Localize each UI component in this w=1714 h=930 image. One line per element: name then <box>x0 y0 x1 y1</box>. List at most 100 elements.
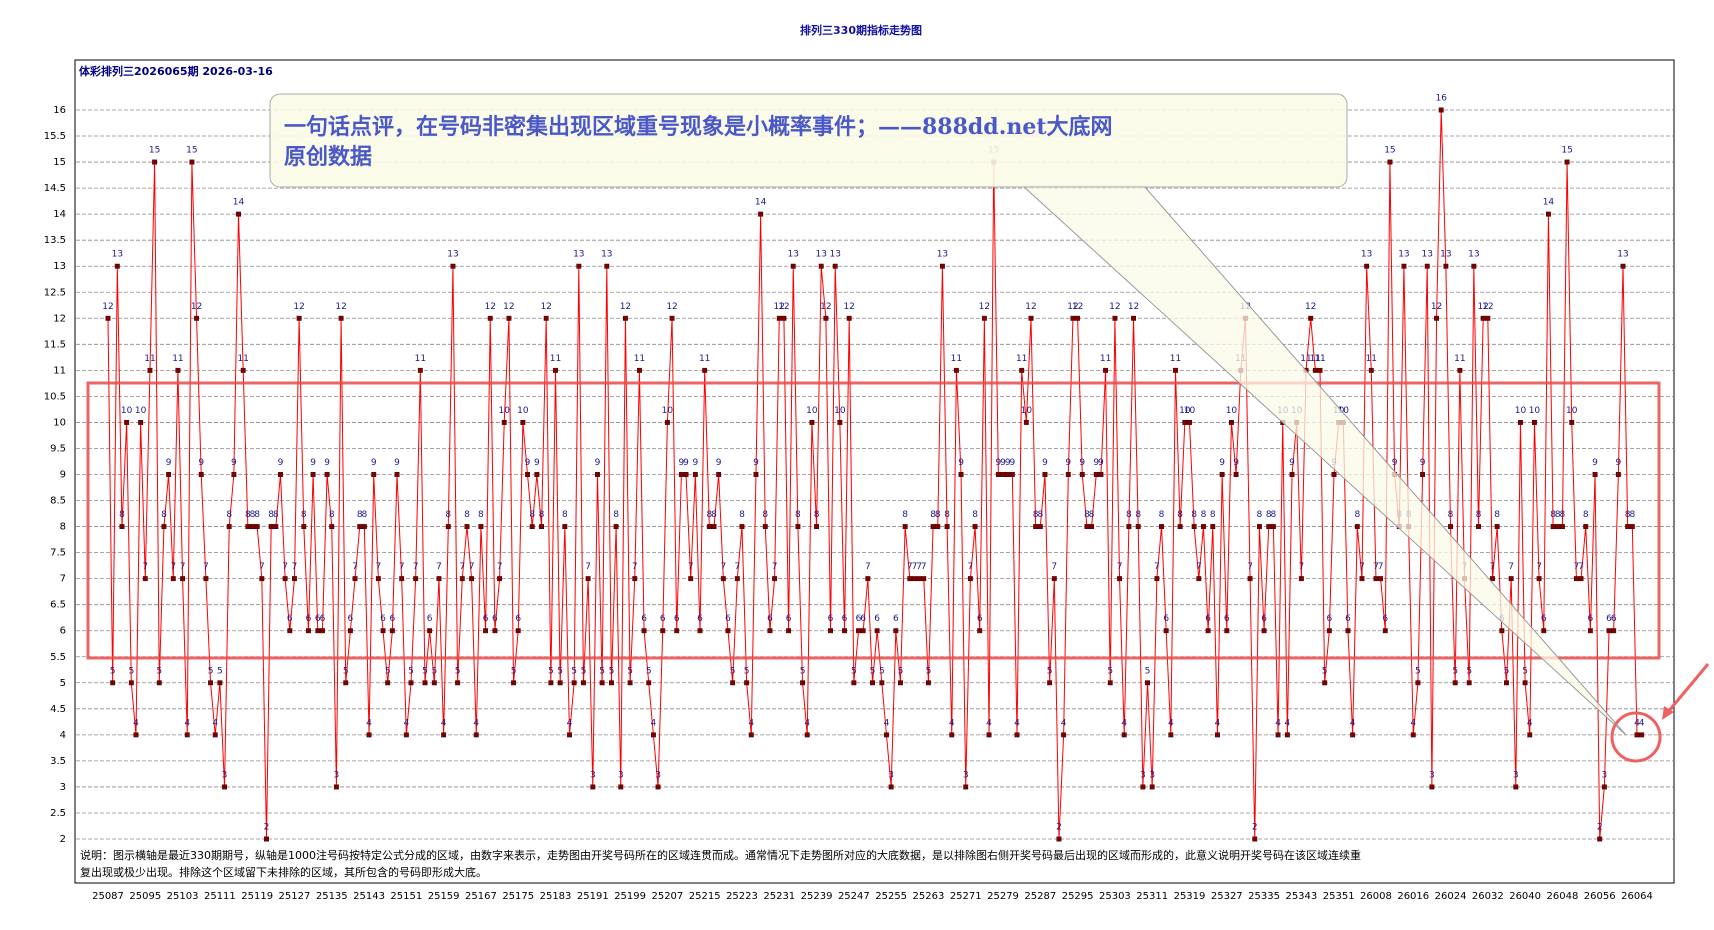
point-label: 4 <box>1275 718 1281 728</box>
point <box>375 576 381 582</box>
point-label: 9 <box>995 458 1001 468</box>
x-tick-label: 25295 <box>1062 891 1094 902</box>
x-tick-label: 25183 <box>540 891 572 902</box>
point-label: 8 <box>1201 510 1207 520</box>
point-label: 5 <box>1322 666 1328 676</box>
point-label: 4 <box>133 718 139 728</box>
x-tick-label: 25319 <box>1174 891 1206 902</box>
point-label: 5 <box>627 666 633 676</box>
point <box>240 367 246 373</box>
point <box>692 472 698 477</box>
point-label: 8 <box>972 510 978 520</box>
point-label: 10 <box>806 406 818 416</box>
point <box>1508 576 1514 582</box>
point <box>329 524 335 530</box>
point <box>1019 367 1025 373</box>
point <box>590 784 596 790</box>
point-label: 6 <box>874 614 880 624</box>
chart-title: 排列三330期指标走势图 <box>800 23 922 37</box>
y-tick-label: 15.5 <box>44 131 66 142</box>
point-label: 8 <box>1629 510 1635 520</box>
point-label: 9 <box>1615 458 1621 468</box>
point <box>1611 628 1617 634</box>
point-label: 9 <box>692 458 698 468</box>
point <box>1410 732 1416 738</box>
point <box>282 576 288 582</box>
point <box>1382 628 1388 634</box>
x-tick-label: 25255 <box>875 891 907 902</box>
point <box>1093 472 1099 477</box>
point <box>1424 263 1430 269</box>
point-label: 11 <box>1314 354 1325 364</box>
note: 说明：图示横轴是最近330期期号，纵轴是1000注号码按特定公式分成的区域，由数… <box>80 848 1361 862</box>
point-label: 7 <box>292 562 298 572</box>
point-label: 6 <box>1588 614 1594 624</box>
point <box>800 680 806 686</box>
point-label: 12 <box>979 302 990 312</box>
point <box>618 784 624 790</box>
point <box>1112 315 1118 321</box>
point-label: 5 <box>851 666 857 676</box>
x-tick-label: 25127 <box>279 891 311 902</box>
point-label: 7 <box>1196 562 1202 572</box>
point <box>916 576 922 582</box>
point-label: 11 <box>1016 354 1027 364</box>
point-label: 9 <box>1042 458 1048 468</box>
point <box>828 628 833 634</box>
point-label: 9 <box>394 458 400 468</box>
point <box>464 524 470 530</box>
x-tick-label: 25087 <box>92 891 124 902</box>
x-tick-label: 25303 <box>1099 891 1131 902</box>
point-label: 7 <box>1298 562 1304 572</box>
point <box>408 680 414 686</box>
point <box>1471 263 1477 269</box>
point-label: 5 <box>1047 666 1053 676</box>
point <box>1196 576 1202 582</box>
point-label: 4 <box>1527 718 1533 728</box>
point-label: 12 <box>774 302 785 312</box>
point <box>1592 472 1598 477</box>
point <box>557 680 563 686</box>
point-label: 3 <box>1140 770 1146 780</box>
point <box>184 732 190 738</box>
point <box>347 628 353 634</box>
point-label: 8 <box>1037 510 1043 520</box>
point-label: 11 <box>550 354 561 364</box>
x-tick-label: 25279 <box>987 891 1019 902</box>
x-tick-label: 25215 <box>689 891 721 902</box>
point <box>1499 628 1505 634</box>
point <box>604 263 610 269</box>
point <box>198 472 204 477</box>
point-label: 9 <box>198 458 204 468</box>
point-label: 6 <box>315 614 321 624</box>
point-label: 8 <box>762 510 768 520</box>
point-label: 2 <box>1597 823 1603 833</box>
point-label: 9 <box>595 458 601 468</box>
point <box>1079 472 1085 477</box>
point <box>632 576 638 582</box>
point <box>706 524 712 530</box>
point <box>520 419 526 425</box>
point <box>814 524 820 530</box>
point-label: 7 <box>1247 562 1253 572</box>
highlight-circle <box>1610 711 1662 763</box>
point-label: 13 <box>1617 250 1628 260</box>
point <box>944 524 950 530</box>
point-label: 5 <box>455 666 461 676</box>
point-label: 8 <box>935 510 941 520</box>
point <box>1224 628 1230 634</box>
point-label: 8 <box>268 510 274 520</box>
point <box>506 315 512 321</box>
point <box>1555 524 1561 530</box>
point <box>483 628 489 634</box>
point-label: 12 <box>843 302 854 312</box>
point <box>1098 472 1104 477</box>
point-label: 8 <box>1257 510 1263 520</box>
point <box>1047 680 1053 686</box>
x-tick-label: 26032 <box>1472 891 1504 902</box>
point-label: 9 <box>1005 458 1011 468</box>
point-label: 4 <box>1639 718 1645 728</box>
point-label: 6 <box>828 614 834 624</box>
point <box>1504 680 1509 686</box>
point-label: 12 <box>335 302 346 312</box>
